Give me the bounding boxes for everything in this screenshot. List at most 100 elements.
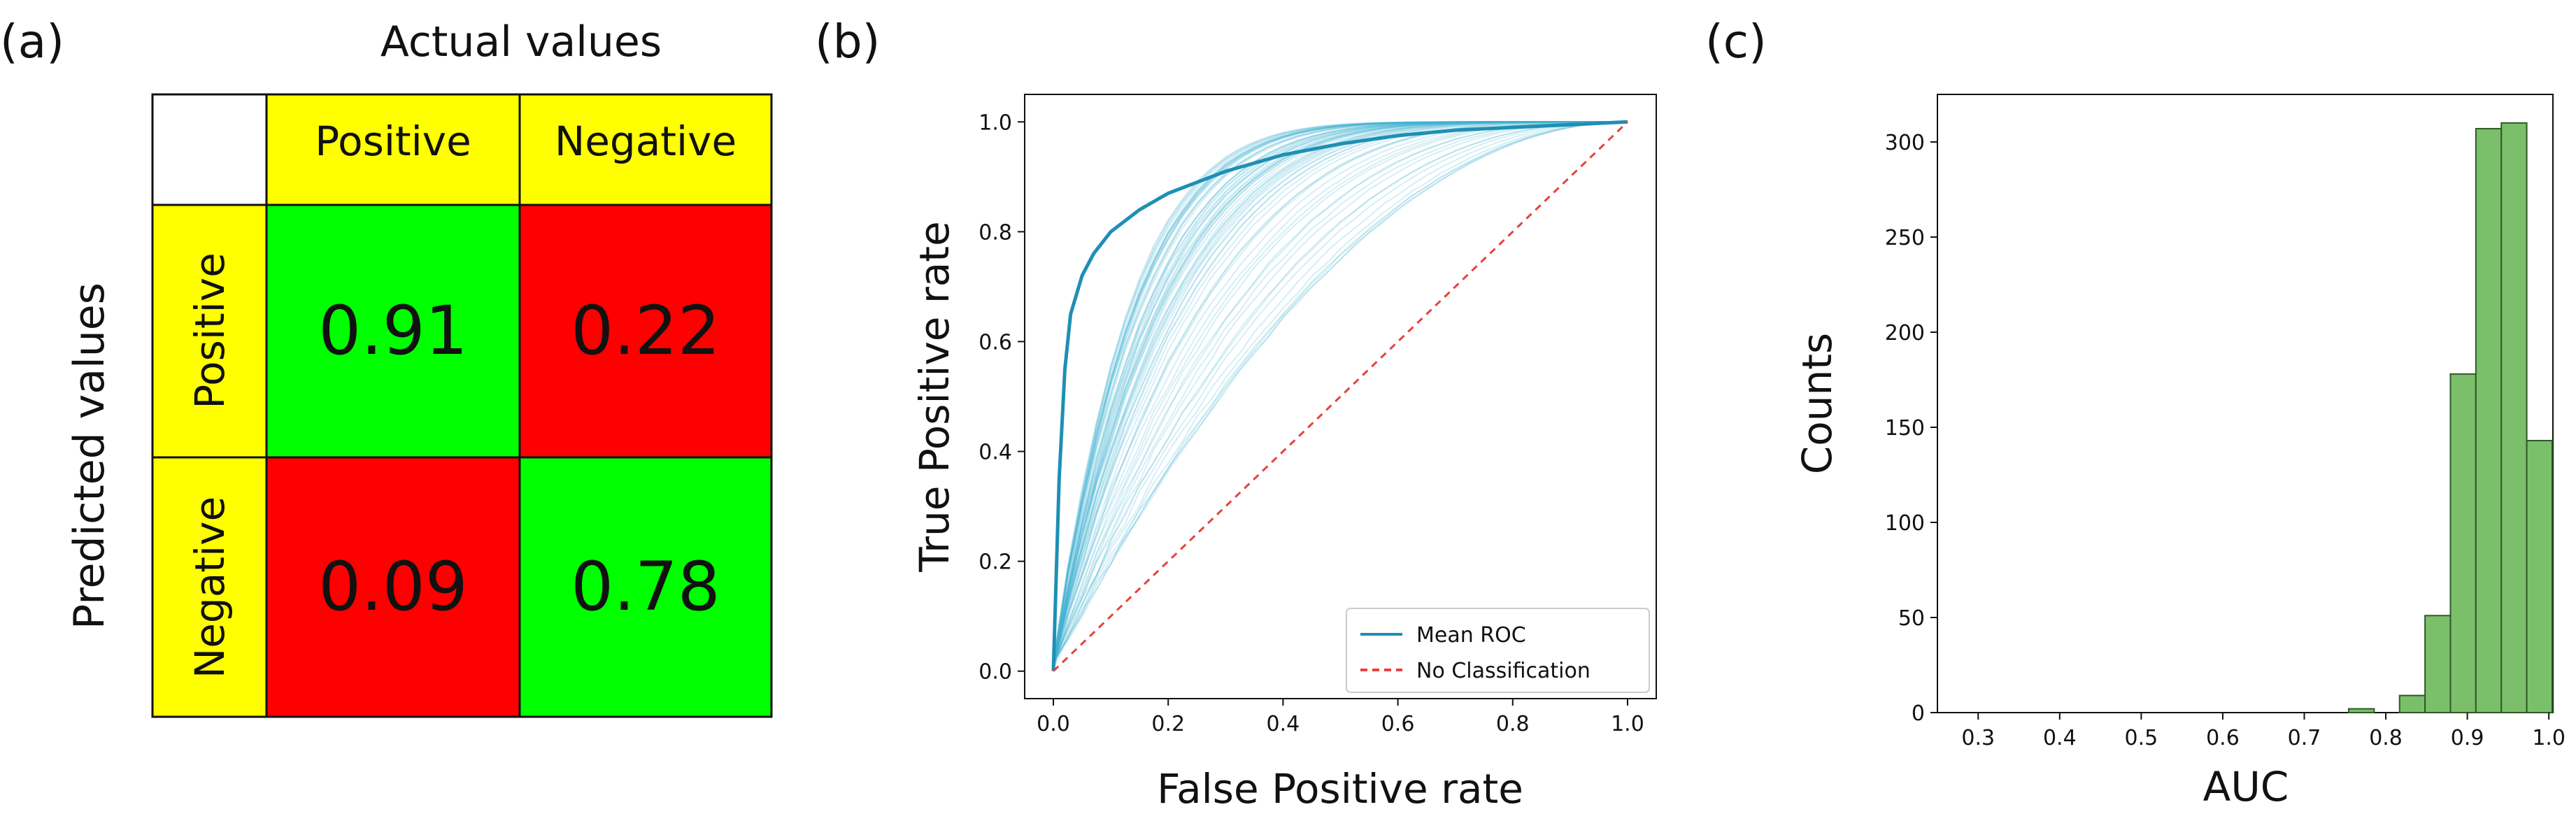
bootstrap-roc-curve bbox=[1053, 121, 1628, 668]
bootstrap-roc-curve bbox=[1053, 121, 1628, 664]
bootstrap-roc-curve bbox=[1053, 121, 1628, 662]
hist-bar bbox=[2424, 615, 2452, 714]
hist-x-tick-label: 0.5 bbox=[2125, 726, 2158, 750]
bootstrap-roc-curve bbox=[1053, 121, 1628, 662]
bootstrap-roc-curve bbox=[1053, 121, 1628, 666]
bootstrap-roc-curve bbox=[1053, 121, 1628, 668]
hist-bar bbox=[2398, 694, 2426, 714]
roc-series bbox=[1051, 120, 1629, 672]
bootstrap-roc-curve bbox=[1053, 121, 1628, 670]
hist-y-tick-label: 0 bbox=[1912, 701, 1925, 726]
bootstrap-roc-curve bbox=[1053, 121, 1628, 662]
bootstrap-roc-curve bbox=[1053, 121, 1628, 667]
panel-c: (c) 0.3 0.4 0.5 0.6 0.7 0.8 0.9 1.0 0 50 100 150 20… bbox=[1705, 15, 2566, 811]
roc-y-tick-label: 0.6 bbox=[979, 330, 1012, 355]
roc-x-tick-label: 1.0 bbox=[1611, 712, 1644, 736]
panel-b-tag: (b) bbox=[815, 15, 880, 69]
cell-false-positive bbox=[518, 204, 773, 459]
hist-x-ticks: 0.3 0.4 0.5 0.6 0.7 0.8 0.9 1.0 bbox=[1961, 713, 2566, 750]
roc-y-tick-label: 0.2 bbox=[979, 550, 1012, 575]
bootstrap-roc-curve bbox=[1053, 121, 1628, 662]
bootstrap-roc-curve bbox=[1053, 121, 1628, 666]
column-header-negative: Negative bbox=[555, 117, 736, 165]
hist-x-tick-label: 0.7 bbox=[2288, 726, 2321, 750]
bootstrap-roc-curve bbox=[1053, 121, 1628, 662]
panel-b: (b) 0.0 0.2 0.4 0.6 0.8 1.0 0.0 0.2 0.4 0.6 0.8 1.… bbox=[815, 15, 1657, 813]
panel-c-tag: (c) bbox=[1705, 15, 1767, 69]
corner-cell bbox=[151, 93, 268, 206]
bootstrap-roc-curve bbox=[1053, 121, 1628, 661]
roc-y-tick-label: 0.0 bbox=[979, 660, 1012, 685]
roc-legend-box bbox=[1346, 608, 1650, 693]
bootstrap-roc-curve bbox=[1053, 121, 1628, 665]
bootstrap-roc-curve bbox=[1053, 121, 1628, 664]
hist-x-tick-label: 0.9 bbox=[2451, 726, 2484, 750]
bootstrap-roc-curve bbox=[1053, 121, 1628, 671]
bootstrap-roc-curve bbox=[1053, 121, 1628, 661]
column-header-positive: Positive bbox=[315, 117, 471, 165]
bootstrap-roc-curve bbox=[1053, 121, 1628, 668]
row-header-positive: Positive bbox=[186, 252, 234, 409]
bootstrap-roc-curve bbox=[1053, 121, 1628, 670]
row-header-negative-cell bbox=[151, 456, 268, 718]
value-false-negative: 0.09 bbox=[318, 548, 468, 626]
roc-x-axis-label: False Positive rate bbox=[1157, 765, 1523, 813]
value-true-positive: 0.91 bbox=[318, 292, 468, 370]
mean-roc-line bbox=[1051, 120, 1628, 671]
roc-bootstrap-curves bbox=[1053, 121, 1628, 671]
bootstrap-roc-curve bbox=[1053, 121, 1628, 662]
bootstrap-roc-curve bbox=[1053, 121, 1628, 664]
bootstrap-roc-curve bbox=[1053, 121, 1628, 666]
value-false-positive: 0.22 bbox=[571, 292, 720, 370]
bootstrap-roc-curve bbox=[1053, 121, 1628, 662]
hist-y-tick-label: 150 bbox=[1885, 416, 1925, 441]
hist-y-tick-label: 250 bbox=[1885, 226, 1925, 250]
roc-y-tick-label: 0.4 bbox=[979, 441, 1012, 465]
bootstrap-roc-curve bbox=[1053, 121, 1628, 663]
hist-bar bbox=[2348, 708, 2375, 713]
roc-y-tick-label: 0.8 bbox=[979, 220, 1012, 245]
hist-y-tick-label: 300 bbox=[1885, 131, 1925, 155]
bootstrap-roc-curve bbox=[1053, 121, 1628, 662]
hist-y-ticks: 0 50 100 150 200 250 300 bbox=[1885, 131, 1937, 726]
roc-x-tick-label: 0.2 bbox=[1151, 712, 1185, 736]
bootstrap-roc-curve bbox=[1053, 121, 1628, 664]
roc-x-tick-label: 0.6 bbox=[1381, 712, 1415, 736]
bootstrap-roc-curve bbox=[1053, 121, 1628, 664]
bootstrap-roc-curve bbox=[1053, 121, 1628, 665]
legend-label-no-classification: No Classification bbox=[1416, 659, 1591, 683]
bootstrap-roc-curve bbox=[1053, 121, 1628, 666]
bootstrap-roc-curve bbox=[1053, 121, 1628, 663]
legend-label-mean-roc: Mean ROC bbox=[1416, 623, 1526, 648]
hist-x-tick-label: 0.4 bbox=[2043, 726, 2077, 750]
hist-y-tick-label: 200 bbox=[1885, 321, 1925, 345]
bootstrap-roc-curve bbox=[1053, 121, 1628, 663]
bootstrap-roc-curve bbox=[1053, 121, 1628, 666]
bootstrap-roc-curve bbox=[1053, 121, 1628, 668]
bootstrap-roc-curve bbox=[1053, 121, 1628, 664]
bootstrap-roc-curve bbox=[1053, 121, 1628, 663]
bootstrap-roc-curve bbox=[1053, 121, 1628, 669]
panel-a-tag: (a) bbox=[0, 15, 64, 69]
hist-x-tick-label: 1.0 bbox=[2532, 726, 2566, 750]
bootstrap-roc-curve bbox=[1053, 121, 1628, 664]
hist-x-tick-label: 0.6 bbox=[2206, 726, 2240, 750]
bootstrap-roc-curve bbox=[1053, 121, 1628, 669]
hist-bar bbox=[2475, 127, 2503, 713]
cell-false-negative bbox=[265, 456, 521, 718]
bootstrap-roc-curve bbox=[1053, 121, 1628, 666]
hist-y-tick-label: 50 bbox=[1898, 606, 1925, 631]
bootstrap-roc-curve bbox=[1053, 121, 1628, 670]
bootstrap-roc-curve bbox=[1053, 121, 1628, 669]
hist-bar bbox=[2500, 122, 2528, 714]
roc-x-ticks: 0.0 0.2 0.4 0.6 0.8 1.0 bbox=[1037, 699, 1644, 736]
roc-x-tick-label: 0.8 bbox=[1496, 712, 1530, 736]
panel-a: (a) Actual values Predicted values Posit… bbox=[0, 15, 773, 718]
bootstrap-roc-curve bbox=[1053, 121, 1628, 663]
hist-y-tick-label: 100 bbox=[1885, 511, 1925, 536]
roc-y-axis-label: True Positive rate bbox=[911, 221, 958, 572]
roc-legend: Mean ROC No Classification bbox=[1346, 608, 1650, 693]
bootstrap-roc-curve bbox=[1053, 121, 1628, 662]
roc-x-tick-label: 0.0 bbox=[1037, 712, 1070, 736]
bootstrap-roc-curve bbox=[1053, 121, 1628, 665]
